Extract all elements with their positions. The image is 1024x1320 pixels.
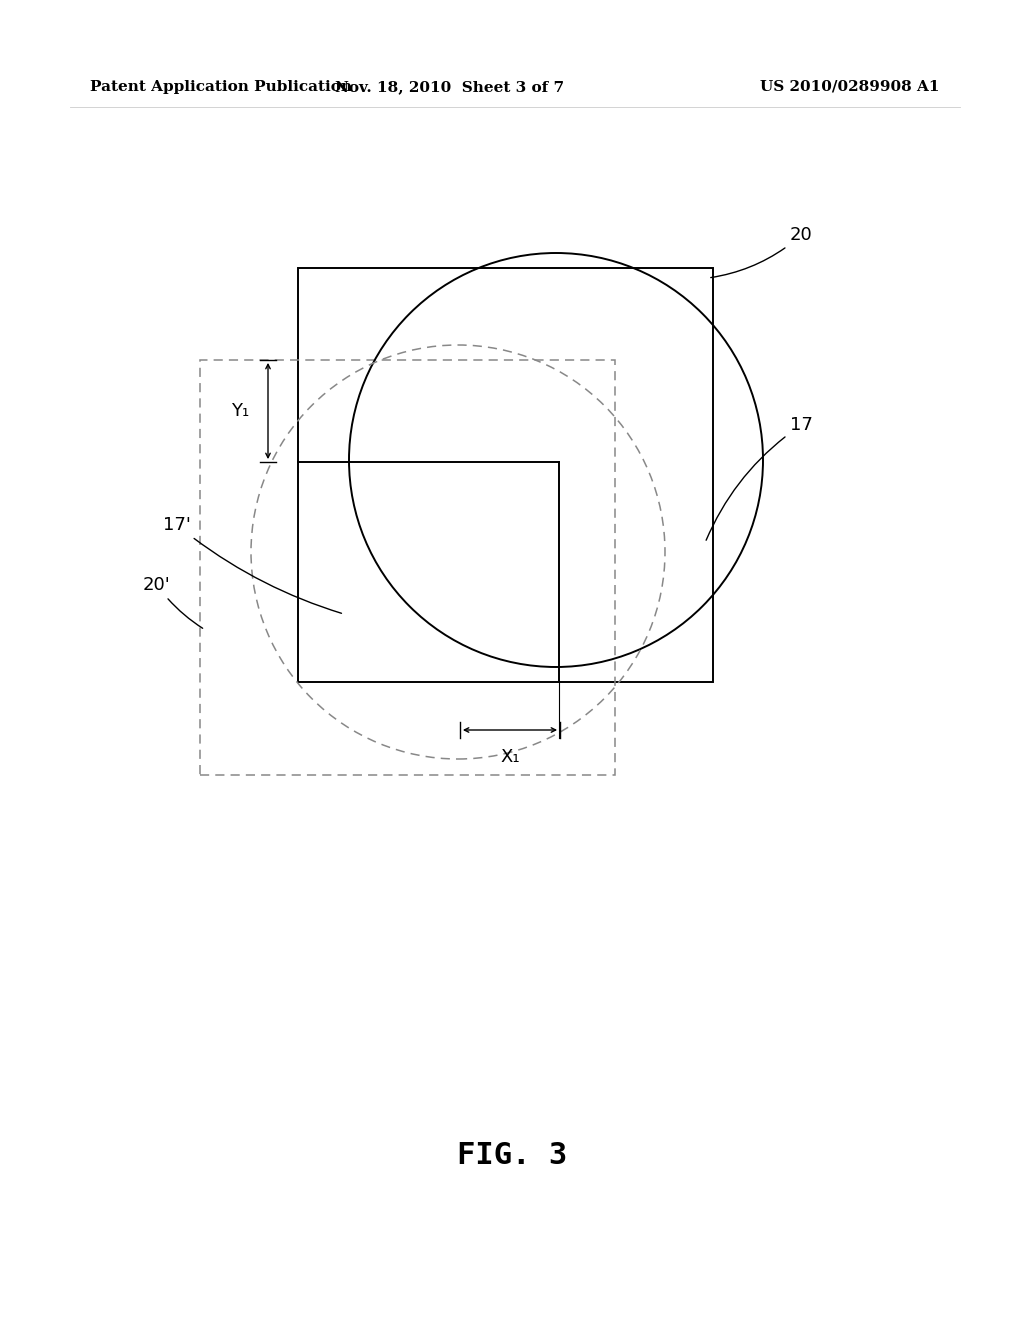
Text: 20: 20 <box>711 226 813 277</box>
Text: FIG. 3: FIG. 3 <box>457 1140 567 1170</box>
Text: X₁: X₁ <box>500 748 520 766</box>
Text: Y₁: Y₁ <box>230 403 249 420</box>
Text: Nov. 18, 2010  Sheet 3 of 7: Nov. 18, 2010 Sheet 3 of 7 <box>336 81 564 94</box>
Text: US 2010/0289908 A1: US 2010/0289908 A1 <box>761 81 940 94</box>
Bar <box>298 268 713 682</box>
Bar <box>200 360 615 775</box>
Text: 17: 17 <box>707 416 813 540</box>
Text: 20': 20' <box>143 576 203 628</box>
Text: Patent Application Publication: Patent Application Publication <box>90 81 352 94</box>
Text: 17': 17' <box>163 516 341 614</box>
